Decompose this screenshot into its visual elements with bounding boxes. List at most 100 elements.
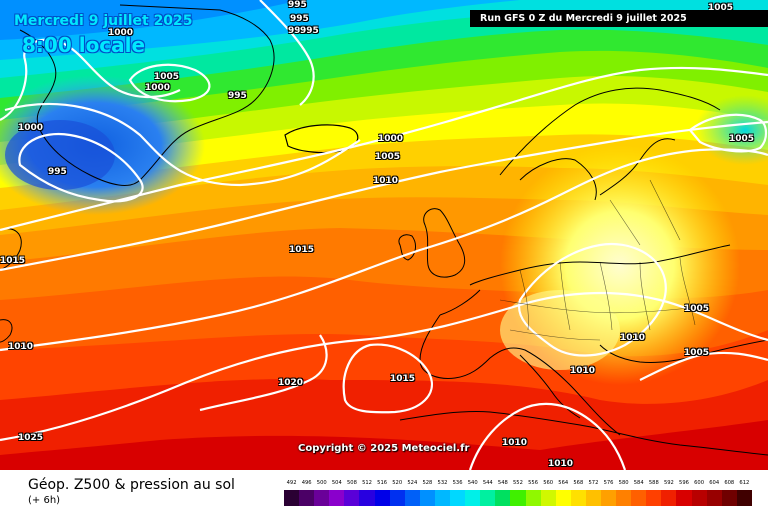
isobar-label: 1005 — [684, 348, 710, 358]
legend-swatch — [661, 490, 677, 506]
legend-level-label: 560 — [543, 480, 554, 486]
isobar-label: 1020 — [278, 378, 304, 388]
legend-level-label: 524 — [407, 480, 418, 486]
isobar-label: 995 — [228, 91, 247, 101]
forecast-time: 8:00 locale — [22, 33, 146, 57]
legend-swatch — [631, 490, 647, 506]
isobar-label: 1005 — [729, 134, 755, 144]
isobar-label: 1000 — [145, 83, 171, 93]
forecast-date: Mercredi 9 juillet 2025 — [14, 13, 193, 29]
legend-swatch — [616, 490, 632, 506]
legend-swatch — [495, 490, 511, 506]
legend-swatches — [284, 490, 752, 506]
country-borders — [499, 179, 696, 341]
legend-level-label: 512 — [362, 480, 372, 486]
legend-level-label: 516 — [377, 480, 388, 486]
isobar-label: 995 — [300, 26, 319, 36]
legend-level-label: 564 — [558, 480, 569, 486]
legend-labels: 492 496 500 504 508 512 516 520 524 528 532 536 540 5… — [284, 478, 752, 489]
isobar-label: 1010 — [502, 438, 528, 448]
isobar-label: 1005 — [154, 72, 180, 82]
copyright-text: Copyright © 2025 Meteociel.fr — [298, 443, 470, 454]
legend-level-label: 504 — [331, 480, 342, 486]
legend-level-label: 596 — [679, 480, 689, 486]
legend-level-label: 552 — [513, 480, 523, 486]
color-legend: 492 496 500 504 508 512 516 520 524 528 532 536 540 5… — [284, 478, 752, 508]
legend-swatch — [374, 490, 390, 506]
legend-swatch — [570, 490, 586, 506]
legend-level-label: 568 — [573, 480, 584, 486]
legend-level-label: 544 — [482, 480, 493, 486]
legend-level-label: 520 — [392, 480, 403, 486]
legend-swatch — [510, 490, 526, 506]
legend-level-label: 500 — [316, 480, 327, 486]
isobar-label: 1005 — [708, 3, 734, 13]
legend-swatch — [600, 490, 617, 506]
legend-level-label: 496 — [301, 480, 312, 486]
isobar-label: 1010 — [620, 333, 646, 343]
legend-level-label: 556 — [528, 480, 538, 486]
isobar-label: 995 — [288, 0, 307, 10]
isobar-label: 1025 — [18, 433, 44, 443]
legend-swatch — [314, 490, 330, 506]
legend-swatch — [691, 490, 707, 506]
isobar-label: 1000 — [18, 123, 44, 133]
forecast-offset: (+ 6h) — [28, 495, 61, 506]
isobar-label: 1005 — [684, 304, 710, 314]
legend-swatch — [344, 490, 360, 506]
legend-level-label: 580 — [618, 480, 629, 486]
weather-map — [0, 0, 768, 470]
legend-level-label: 588 — [648, 480, 659, 486]
legend-level-label: 604 — [709, 480, 720, 486]
legend-level-label: 492 — [286, 480, 297, 486]
isobar-label: 1000 — [108, 28, 134, 38]
legend-swatch — [721, 490, 737, 506]
legend-swatch — [284, 490, 300, 506]
isobar-label: 995 — [290, 14, 309, 24]
legend-swatch — [525, 490, 541, 506]
isobar-label: 1010 — [8, 342, 34, 352]
legend-level-label: 528 — [422, 480, 433, 486]
legend-swatch — [585, 490, 601, 506]
isobar-label: 1015 — [289, 245, 315, 255]
legend-level-label: 608 — [724, 480, 735, 486]
isobars — [0, 0, 768, 470]
legend-swatch — [329, 490, 345, 506]
legend-swatch — [359, 490, 375, 506]
legend-swatch — [299, 490, 315, 506]
legend-level-label: 540 — [467, 480, 478, 486]
legend-swatch — [540, 490, 556, 506]
z500-field — [0, 0, 768, 470]
legend-level-label: 584 — [633, 480, 644, 486]
legend-swatch — [465, 490, 481, 506]
legend-level-label: 592 — [663, 480, 674, 486]
isobar-label: 995 — [48, 167, 67, 177]
legend-level-label: 508 — [346, 480, 357, 486]
legend-level-label: 600 — [694, 480, 705, 486]
legend-level-label: 536 — [452, 480, 463, 486]
run-info: Run GFS 0 Z du Mercredi 9 juillet 2025 — [470, 10, 768, 27]
legend-level-label: 576 — [603, 480, 614, 486]
isobar-label: 1015 — [0, 256, 26, 266]
legend-swatch — [404, 490, 420, 506]
legend-swatch — [646, 490, 662, 506]
isobar-label: 1010 — [570, 366, 596, 376]
isobar-label: 1010 — [548, 459, 574, 469]
isobar-label: 995 — [288, 26, 307, 36]
isobar-label: 1010 — [373, 176, 399, 186]
legend-swatch — [434, 490, 451, 506]
isobar-label: 1000 — [378, 134, 404, 144]
legend-swatch — [450, 490, 466, 506]
legend-swatch — [555, 490, 571, 506]
legend-level-label: 548 — [497, 480, 508, 486]
isobar-label: 1015 — [390, 374, 416, 384]
legend-swatch — [419, 490, 435, 506]
isobar-label: 1005 — [375, 152, 401, 162]
map-title: Géop. Z500 & pression au sol — [28, 477, 235, 493]
legend-swatch — [736, 490, 752, 506]
legend-level-label: 572 — [588, 480, 599, 486]
legend-swatch — [706, 490, 722, 506]
legend-swatch — [676, 490, 692, 506]
legend-level-label: 612 — [739, 480, 750, 486]
legend-swatch — [389, 490, 405, 506]
